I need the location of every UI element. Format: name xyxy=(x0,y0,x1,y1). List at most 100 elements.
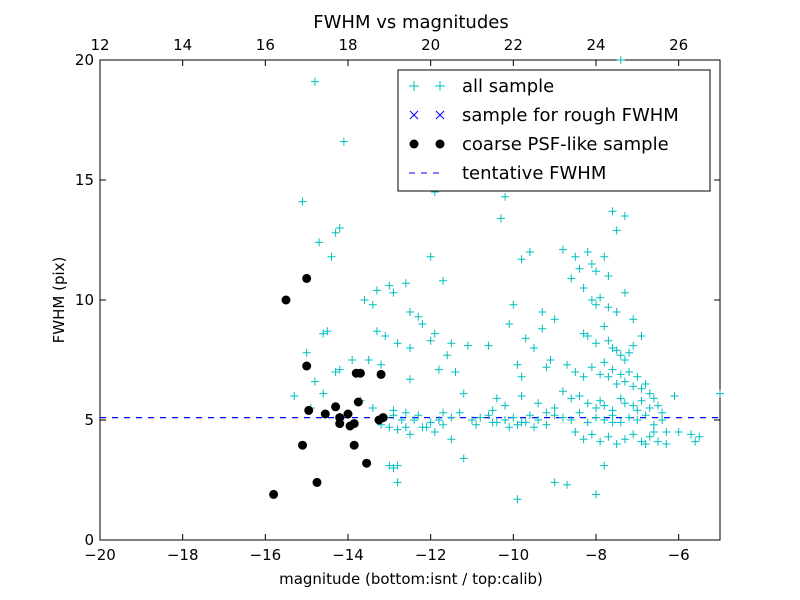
all-sample-point xyxy=(414,411,423,420)
all-sample-point xyxy=(393,339,402,348)
all-sample-point xyxy=(397,416,406,424)
all-sample-point xyxy=(649,428,658,436)
all-sample-point xyxy=(612,226,621,235)
all-sample-point xyxy=(430,329,439,338)
all-sample-point xyxy=(687,430,696,439)
all-sample-point xyxy=(654,437,662,446)
all-sample-point xyxy=(612,440,621,448)
legend-label-all-sample: all sample xyxy=(462,76,554,97)
all-sample-point xyxy=(385,281,394,290)
all-sample-point xyxy=(637,384,646,393)
all-sample-point xyxy=(542,420,551,429)
all-sample-point xyxy=(406,344,414,352)
legend-marker-all-sample xyxy=(409,81,445,91)
all-sample-point xyxy=(509,300,518,309)
x-tick-label: −16 xyxy=(250,546,282,564)
all-sample-point xyxy=(426,336,435,345)
psf-sample-point xyxy=(320,409,330,419)
all-sample-point xyxy=(625,368,634,376)
all-sample-point xyxy=(389,464,398,472)
all-sample-point xyxy=(368,300,377,309)
top-x-tick-label: 16 xyxy=(256,36,275,54)
all-sample-point xyxy=(439,408,448,417)
all-sample-point xyxy=(596,396,605,405)
all-sample-point xyxy=(575,408,584,417)
all-sample-point xyxy=(406,308,414,316)
all-sample-point xyxy=(604,432,613,441)
all-sample-point xyxy=(339,137,348,146)
all-sample-point xyxy=(401,279,410,288)
all-sample-point xyxy=(616,418,625,427)
all-sample-point xyxy=(364,356,373,364)
all-sample-point xyxy=(439,420,448,429)
all-sample-point xyxy=(439,276,448,285)
all-sample-point xyxy=(587,363,596,372)
all-sample-point xyxy=(501,401,510,410)
all-sample-point xyxy=(451,368,460,376)
legend-box xyxy=(397,69,711,192)
all-sample-point xyxy=(604,336,613,345)
top-x-tick-label: 12 xyxy=(90,36,109,54)
all-sample-point xyxy=(592,267,600,276)
all-sample-point xyxy=(468,416,476,424)
psf-sample-point xyxy=(302,361,312,371)
legend-marker-psf-sample xyxy=(409,139,445,149)
all-sample-point xyxy=(447,339,456,348)
all-sample-point xyxy=(513,360,522,369)
psf-sample-point xyxy=(353,397,363,407)
all-sample-point xyxy=(583,332,592,340)
all-sample-point xyxy=(430,428,439,436)
all-sample-point xyxy=(521,418,530,427)
all-sample-point xyxy=(641,411,650,420)
all-sample-point xyxy=(641,380,650,388)
all-sample-point xyxy=(604,272,613,280)
all-sample-point xyxy=(530,423,538,432)
all-sample-point xyxy=(612,346,621,355)
all-sample-point xyxy=(410,416,419,424)
all-sample-point xyxy=(389,288,398,297)
all-sample-point xyxy=(521,334,530,343)
all-sample-point xyxy=(459,389,468,398)
all-sample-point xyxy=(629,341,638,350)
all-sample-point xyxy=(579,372,588,381)
all-sample-point xyxy=(505,423,514,432)
legend-marker-rough-fwhm xyxy=(409,110,445,120)
psf-sample-point xyxy=(343,409,353,419)
all-sample-point xyxy=(649,394,658,403)
psf-sample-layer xyxy=(269,273,388,499)
all-sample-point xyxy=(310,77,319,86)
legend-label-tentative-fwhm: tentative FWHM xyxy=(462,163,606,184)
all-sample-point xyxy=(335,365,344,374)
x-tick-label: −6 xyxy=(668,546,690,564)
all-sample-point xyxy=(592,490,600,499)
all-sample-point xyxy=(455,408,464,417)
all-sample-point xyxy=(616,394,625,403)
all-sample-point xyxy=(563,360,572,369)
all-sample-point xyxy=(550,478,559,487)
x-tick-label: −14 xyxy=(332,546,364,564)
all-sample-point xyxy=(600,461,609,470)
all-sample-point xyxy=(641,440,650,448)
all-sample-point xyxy=(600,252,609,261)
tick-marks xyxy=(99,59,720,541)
all-sample-point xyxy=(530,344,538,352)
all-sample-point xyxy=(629,401,638,410)
y-tick-labels: 0 5 10 15 20 xyxy=(75,51,94,549)
all-sample-point xyxy=(716,389,724,398)
all-sample-point xyxy=(608,418,617,427)
all-sample-point xyxy=(372,286,381,295)
all-sample-point xyxy=(567,394,576,403)
y-tick-label: 20 xyxy=(75,51,94,69)
top-x-tick-label: 24 xyxy=(586,36,605,54)
all-sample-point xyxy=(488,418,497,427)
all-sample-point xyxy=(637,437,646,446)
all-sample-point xyxy=(658,408,667,417)
all-sample-point xyxy=(645,389,654,398)
all-sample-point xyxy=(550,404,559,412)
psf-sample-point xyxy=(349,440,359,450)
all-sample-point xyxy=(310,377,319,386)
all-sample-point xyxy=(501,192,510,201)
all-sample-point xyxy=(579,284,588,292)
all-sample-point xyxy=(422,423,431,432)
psf-sample-point xyxy=(298,440,308,450)
